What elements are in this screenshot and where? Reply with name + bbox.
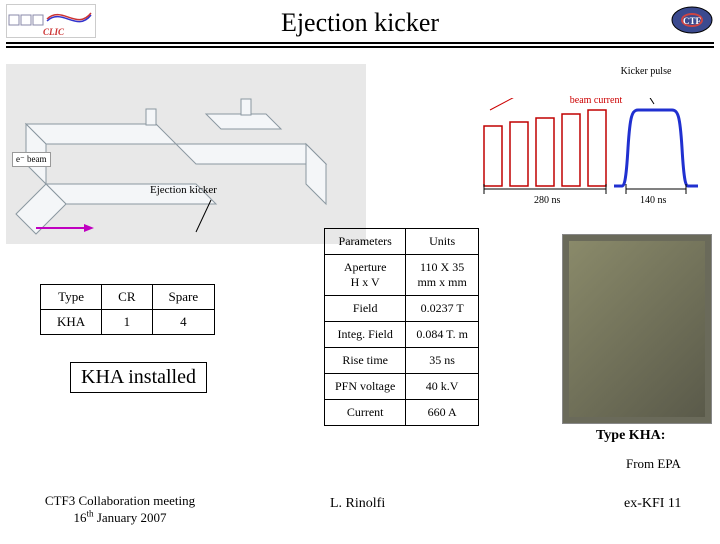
params-cell: 0.0237 T	[406, 296, 479, 322]
params-h0: Parameters	[325, 229, 406, 255]
parameters-table: Parameters Units ApertureH x V110 X 35mm…	[324, 228, 479, 426]
page-title: Ejection kicker	[281, 8, 439, 38]
cell-cr: 1	[102, 310, 152, 335]
t1-label: 280 ns	[534, 195, 561, 206]
svg-text:CTF: CTF	[683, 16, 702, 26]
params-cell: Rise time	[325, 348, 406, 374]
params-cell: Integ. Field	[325, 322, 406, 348]
type-kha-label: Type KHA:	[596, 428, 665, 444]
cell-spare: 4	[152, 310, 215, 335]
params-cell: Current	[325, 400, 406, 426]
params-cell: 35 ns	[406, 348, 479, 374]
col-type: Type	[41, 285, 102, 310]
cell-type: KHA	[41, 310, 102, 335]
equipment-photo	[562, 234, 712, 424]
ex-kfi-label: ex-KFI 11	[624, 496, 681, 512]
pulse-label: Kicker pulse	[586, 66, 706, 77]
from-epa-label: From EPA	[626, 456, 681, 472]
params-cell: PFN voltage	[325, 374, 406, 400]
footer-author: L. Rinolfi	[330, 496, 385, 512]
kicker-count-table: Type CR Spare KHA 1 4	[40, 284, 215, 335]
divider	[6, 46, 714, 48]
e-beam-label: e⁻ beam	[12, 152, 51, 167]
params-h1: Units	[406, 229, 479, 255]
params-cell: 0.084 T. m	[406, 322, 479, 348]
params-cell: ApertureH x V	[325, 255, 406, 296]
params-cell: 110 X 35mm x mm	[406, 255, 479, 296]
facility-diagram	[6, 64, 366, 244]
ctf-logo: CTF	[670, 4, 714, 36]
params-cell: 660 A	[406, 400, 479, 426]
t2-label: 140 ns	[640, 195, 667, 206]
params-cell: 40 k.V	[406, 374, 479, 400]
kha-installed-box: KHA installed	[70, 362, 207, 393]
ejection-kicker-label: Ejection kicker	[150, 184, 217, 196]
pulse-svg: 280 ns 140 ns	[476, 98, 706, 208]
col-cr: CR	[102, 285, 152, 310]
col-spare: Spare	[152, 285, 215, 310]
params-cell: Field	[325, 296, 406, 322]
clic-logo: CLIC	[6, 4, 96, 38]
kicker-pulse-diagram: Kicker pulse beam current 280 ns 140 ns	[476, 66, 706, 186]
footer-meeting: CTF3 Collaboration meeting 16th January …	[30, 494, 210, 526]
